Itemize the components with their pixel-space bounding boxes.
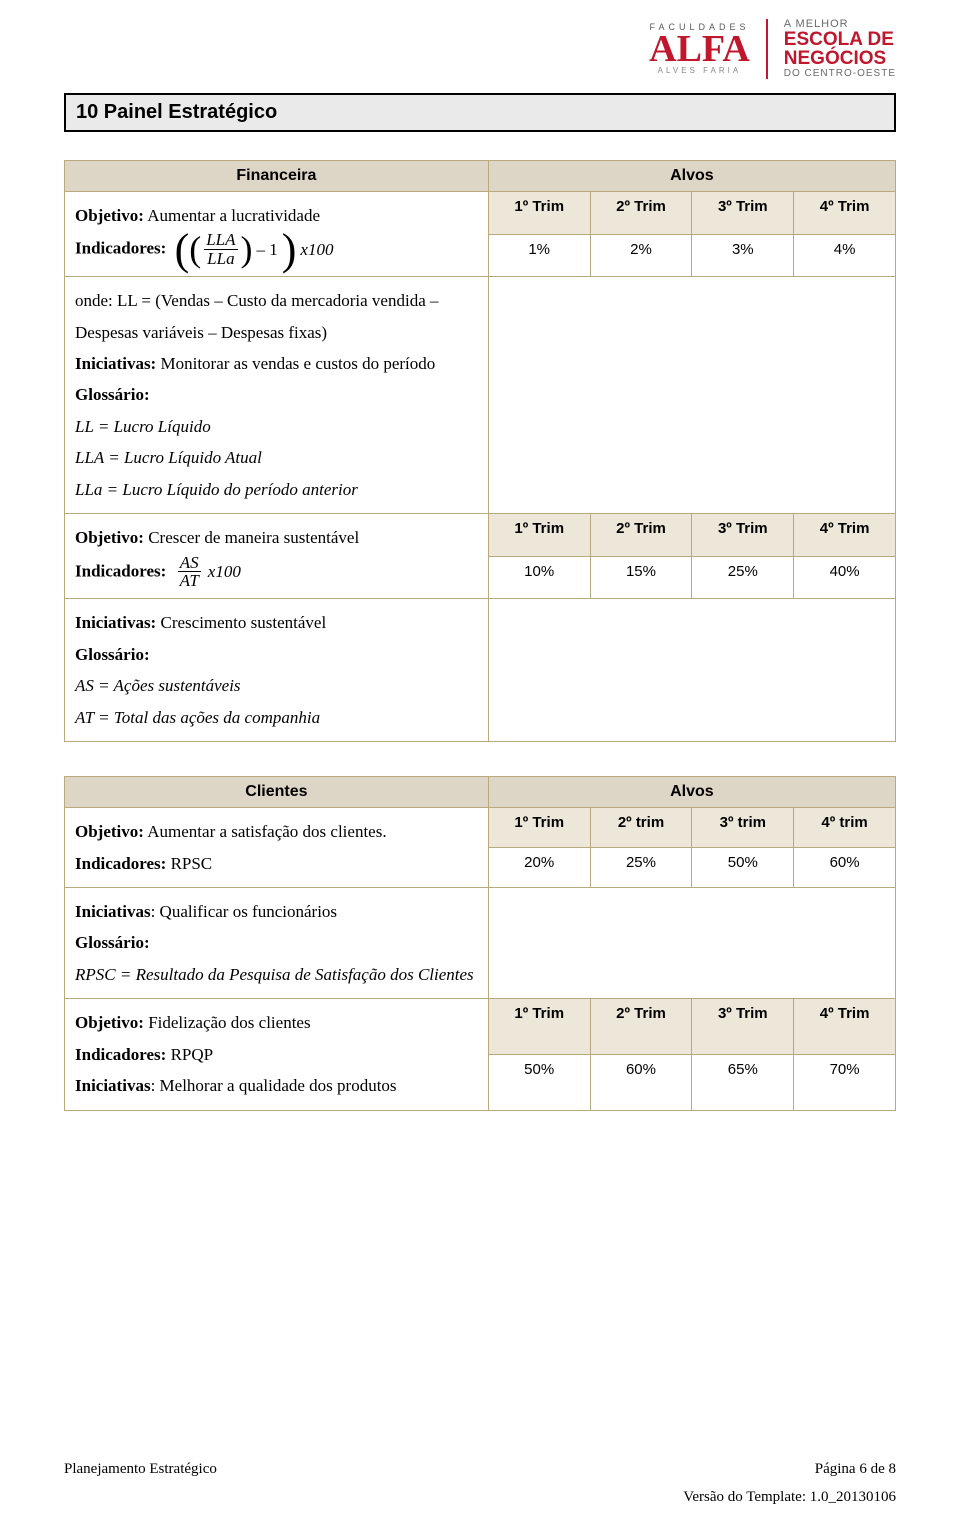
block2-body: Iniciativas: Crescimento sustentável Glo… <box>65 599 489 742</box>
tagline-4: DO CENTRO-OESTE <box>784 68 896 79</box>
trim-h: 1º Trim <box>488 999 590 1055</box>
trim-h: 4º trim <box>794 808 896 848</box>
footer-right: Página 6 de 8 <box>815 1461 896 1478</box>
section-title: 10 Painel Estratégico <box>64 93 896 132</box>
trim-h: 1º Trim <box>488 514 590 557</box>
trim-val: 4% <box>794 234 896 277</box>
footer: Planejamento Estratégico Página 6 de 8 <box>64 1461 896 1478</box>
trim-h: 4º Trim <box>794 192 896 235</box>
trim-h: 3º Trim <box>692 192 794 235</box>
trim-val: 50% <box>488 1054 590 1110</box>
header-logos: FACULDADES ALFA ALVES FARIA A MELHOR ESC… <box>64 18 896 79</box>
trim-val: 2% <box>590 234 692 277</box>
table-financeira: Financeira Alvos Objetivo: Aumentar a lu… <box>64 160 896 742</box>
table-clientes: Clientes Alvos Objetivo: Aumentar a sati… <box>64 776 896 1111</box>
trim-val: 60% <box>794 848 896 888</box>
block1-body: onde: LL = (Vendas – Custo da mercadoria… <box>65 277 489 514</box>
logo-alves-faria: ALVES FARIA <box>658 66 742 75</box>
trim-val: 50% <box>692 848 794 888</box>
trim-val: 70% <box>794 1054 896 1110</box>
trim-h: 2º trim <box>590 808 692 848</box>
divider <box>766 19 768 79</box>
trim-val: 20% <box>488 848 590 888</box>
formula-lla: ( ( LLA LLa ) – 1 ) x100 <box>175 231 334 268</box>
empty <box>488 599 895 742</box>
trim-val: 25% <box>590 848 692 888</box>
footer-version: Versão do Template: 1.0_20130106 <box>683 1489 896 1506</box>
trim-h: 3º Trim <box>692 999 794 1055</box>
empty <box>488 277 895 514</box>
trim-val: 1% <box>488 234 590 277</box>
trim-val: 15% <box>590 556 692 599</box>
block2-obj-ind: Objetivo: Fidelização dos clientes Indic… <box>65 999 489 1110</box>
col-header-right: Alvos <box>488 161 895 192</box>
trim-h: 1º Trim <box>488 808 590 848</box>
logo-alfa-text: ALFA <box>649 32 750 66</box>
block1-obj-ind: Objetivo: Aumentar a satisfação dos clie… <box>65 808 489 888</box>
block1-body: Iniciativas: Qualificar os funcionários … <box>65 887 489 998</box>
trim-h: 1º Trim <box>488 192 590 235</box>
col-header-right: Alvos <box>488 777 895 808</box>
trim-val: 25% <box>692 556 794 599</box>
formula-as-at: AS AT x100 <box>175 554 241 591</box>
trim-h: 2º Trim <box>590 192 692 235</box>
trim-val: 60% <box>590 1054 692 1110</box>
trim-val: 10% <box>488 556 590 599</box>
trim-h: 3º Trim <box>692 514 794 557</box>
empty <box>488 887 895 998</box>
trim-h: 2º Trim <box>590 514 692 557</box>
trim-h: 3º trim <box>692 808 794 848</box>
trim-val: 3% <box>692 234 794 277</box>
col-header-left: Clientes <box>65 777 489 808</box>
trim-h: 4º Trim <box>794 514 896 557</box>
tagline-2: ESCOLA DE <box>784 30 896 49</box>
footer-left: Planejamento Estratégico <box>64 1461 217 1478</box>
block2-objetivo-indicadores: Objetivo: Crescer de maneira sustentável… <box>65 514 489 599</box>
trim-val: 40% <box>794 556 896 599</box>
trim-h: 2º Trim <box>590 999 692 1055</box>
logo-alfa: FACULDADES ALFA ALVES FARIA <box>649 22 750 75</box>
logo-escola: A MELHOR ESCOLA DE NEGÓCIOS DO CENTRO-OE… <box>784 18 896 79</box>
block1-objetivo-indicadores: Objetivo: Aumentar a lucratividade Indic… <box>65 192 489 277</box>
col-header-left: Financeira <box>65 161 489 192</box>
trim-val: 65% <box>692 1054 794 1110</box>
trim-h: 4º Trim <box>794 999 896 1055</box>
tagline-3: NEGÓCIOS <box>784 49 896 68</box>
